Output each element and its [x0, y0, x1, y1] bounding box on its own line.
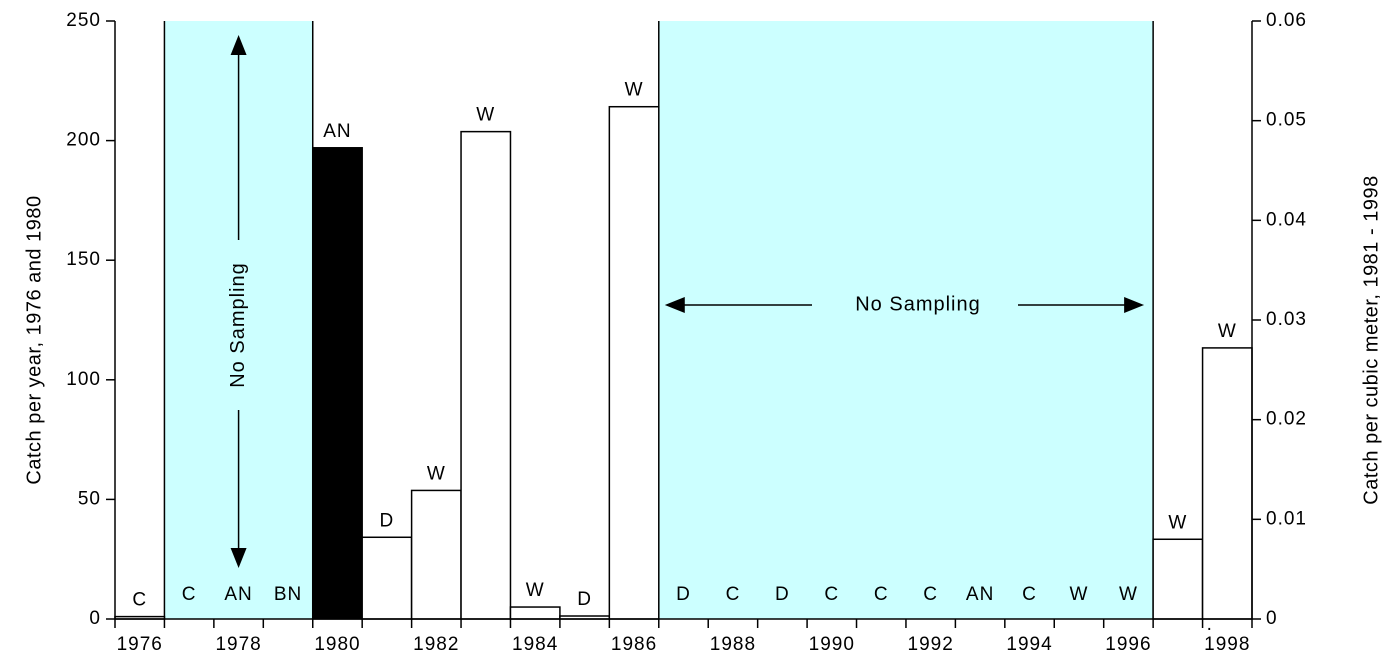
x-tick-label: 1976	[117, 634, 163, 655]
bar-1980	[311, 147, 363, 620]
right-tick-label: 0.06	[1266, 10, 1307, 31]
year-code-label: BN	[274, 584, 302, 605]
right-tick-label: 0	[1266, 608, 1278, 629]
year-code-label: C	[1022, 584, 1037, 605]
year-code-label: D	[676, 584, 691, 605]
year-code-label: D	[775, 584, 790, 605]
no-sampling-region	[658, 21, 1154, 619]
left-tick-label: 200	[66, 130, 101, 151]
left-tick-label: 250	[66, 10, 101, 31]
left-tick-label: 150	[66, 249, 101, 270]
left-axis-title: Catch per year, 1976 and 1980	[23, 195, 45, 484]
axes: 0 50 100 150 200 250 0 0.01 0.02 0.03 0.04 0.05 0.06…	[66, 10, 1307, 655]
x-tick-label: 1982	[413, 634, 459, 655]
left-tick-label: 0	[89, 608, 101, 629]
x-tick-label: 1978	[215, 634, 261, 655]
no-sampling-label: No Sampling	[855, 293, 981, 315]
bar-group	[114, 105, 1253, 620]
x-tick-label: 1998	[1204, 634, 1250, 655]
bar-1983	[460, 130, 512, 620]
x-tick-label: 1984	[512, 634, 558, 655]
left-tick-label: 50	[78, 488, 101, 509]
arrowhead	[230, 35, 247, 55]
right-tick-label: 0.03	[1266, 309, 1307, 330]
code-labels: C AN D W W W D W W W C AN BN D C D C C C AN C W W	[132, 80, 1237, 611]
year-code-label: W	[1070, 584, 1089, 605]
arrowhead	[230, 548, 247, 568]
right-tick-label: 0.04	[1266, 209, 1307, 230]
left-tick-label: 100	[66, 369, 101, 390]
bar-code-label: C	[132, 590, 147, 611]
right-tick-label: 0.01	[1266, 508, 1307, 529]
x-tick-label: 1996	[1105, 634, 1151, 655]
footnote-mark: .	[1207, 614, 1213, 635]
no-sampling-label: No Sampling	[227, 262, 249, 388]
no-sampling-annotations: No Sampling No Sampling	[227, 35, 1145, 568]
bar-1998	[1201, 347, 1253, 620]
bar-code-label: W	[1218, 321, 1237, 342]
right-tick-label: 0.05	[1266, 110, 1307, 131]
right-axis-title: Catch per cubic meter, 1981 - 1998	[1360, 175, 1382, 504]
x-tick-label: 1992	[908, 634, 954, 655]
year-code-label: C	[726, 584, 741, 605]
right-tick-label: 0.02	[1266, 409, 1307, 430]
year-code-label: W	[1119, 584, 1138, 605]
bar-1982	[410, 489, 462, 620]
bar-1986	[608, 105, 660, 620]
x-tick-label: 1980	[314, 634, 360, 655]
bar-code-label: W	[625, 80, 644, 101]
bar-code-label: W	[476, 105, 495, 126]
arrowhead	[1124, 297, 1145, 313]
bar-code-label: W	[1168, 512, 1187, 533]
bar-1981	[361, 536, 413, 620]
bar-code-label: W	[427, 463, 446, 484]
year-code-label: C	[182, 584, 197, 605]
year-code-label: C	[824, 584, 839, 605]
bar-code-label: D	[577, 589, 592, 610]
x-tick-label: 1988	[710, 634, 756, 655]
bar-code-label: AN	[323, 121, 351, 142]
year-code-label: C	[923, 584, 938, 605]
bar-1997	[1152, 538, 1204, 620]
arrowhead	[664, 297, 685, 313]
year-code-label: C	[874, 584, 889, 605]
year-code-label: AN	[966, 584, 994, 605]
x-tick-label: 1994	[1006, 634, 1052, 655]
x-tick-label: 1986	[611, 634, 657, 655]
bar-1984	[509, 606, 561, 620]
x-tick-label: 1990	[809, 634, 855, 655]
year-code-label: AN	[224, 584, 252, 605]
bar-code-label: W	[526, 580, 545, 601]
bar-code-label: D	[380, 510, 395, 531]
